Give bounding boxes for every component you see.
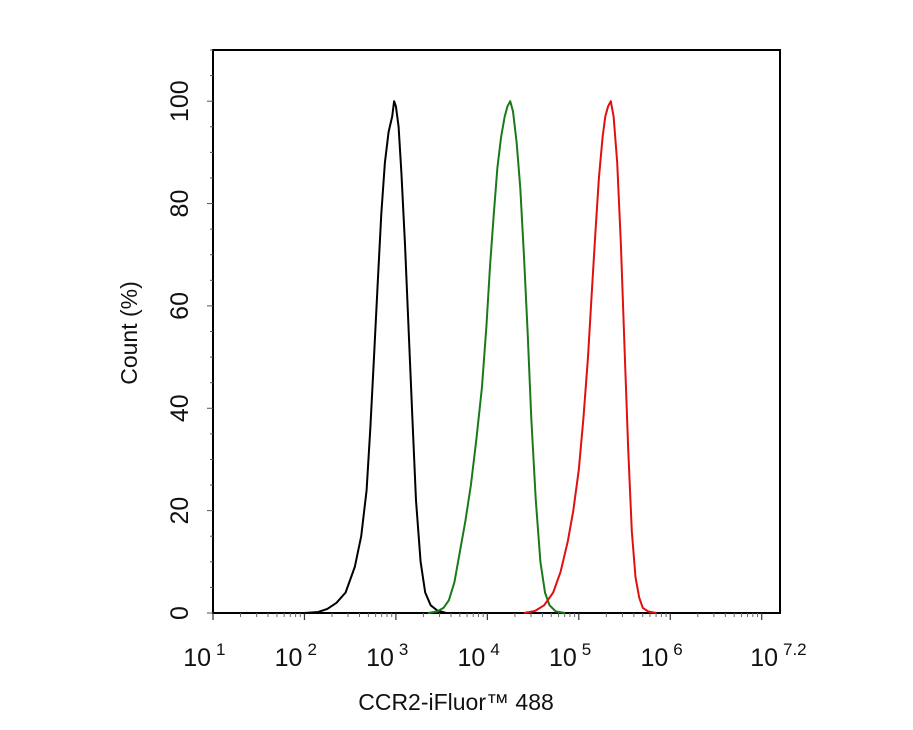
y-tick-label: 80 (166, 190, 194, 218)
y-tick-labels: 0 20 40 60 80 100 (166, 80, 194, 620)
x-tick-labels: 10 1 10 2 10 3 10 4 10 5 10 6 10 7.2 (183, 640, 806, 672)
x-tick-label: 10 7.2 (750, 640, 806, 672)
x-tick-exponent: 6 (673, 640, 682, 659)
x-tick-base: 10 (458, 644, 486, 672)
x-tick-base: 10 (275, 644, 303, 672)
y-tick-label: 0 (166, 606, 194, 620)
x-tick-base: 10 (549, 644, 577, 672)
x-axis-label: CCR2-iFluor™ 488 (358, 689, 554, 715)
y-tick-label: 100 (166, 80, 194, 122)
y-tick-label: 40 (166, 394, 194, 422)
x-tick-base: 10 (640, 644, 668, 672)
x-ticks (212, 613, 763, 620)
x-tick-label: 10 5 (549, 640, 591, 672)
x-tick-label: 10 6 (640, 640, 682, 672)
x-tick-exponent: 4 (490, 640, 499, 659)
x-tick-exponent: 2 (307, 640, 316, 659)
x-tick-exponent: 7.2 (783, 640, 807, 659)
x-tick-label: 10 3 (366, 640, 408, 672)
histogram-series (523, 100, 657, 614)
y-tick-label: 20 (166, 497, 194, 525)
x-tick-base: 10 (750, 644, 778, 672)
x-tick-label: 10 2 (275, 640, 317, 672)
x-tick-base: 10 (366, 644, 394, 672)
x-tick-base: 10 (183, 644, 211, 672)
x-tick-label: 10 4 (458, 640, 500, 672)
y-tick-label: 60 (166, 292, 194, 320)
x-tick-exponent: 3 (399, 640, 408, 659)
x-tick-label: 10 1 (183, 640, 225, 672)
x-tick-exponent: 1 (216, 640, 225, 659)
y-minor-ticks (207, 49, 213, 614)
y-axis-label: Count (%) (116, 281, 142, 385)
series-layer (304, 100, 657, 614)
histogram-series (427, 100, 566, 614)
x-tick-exponent: 5 (582, 640, 591, 659)
plot-frame (212, 49, 781, 614)
histogram-series (304, 100, 447, 614)
